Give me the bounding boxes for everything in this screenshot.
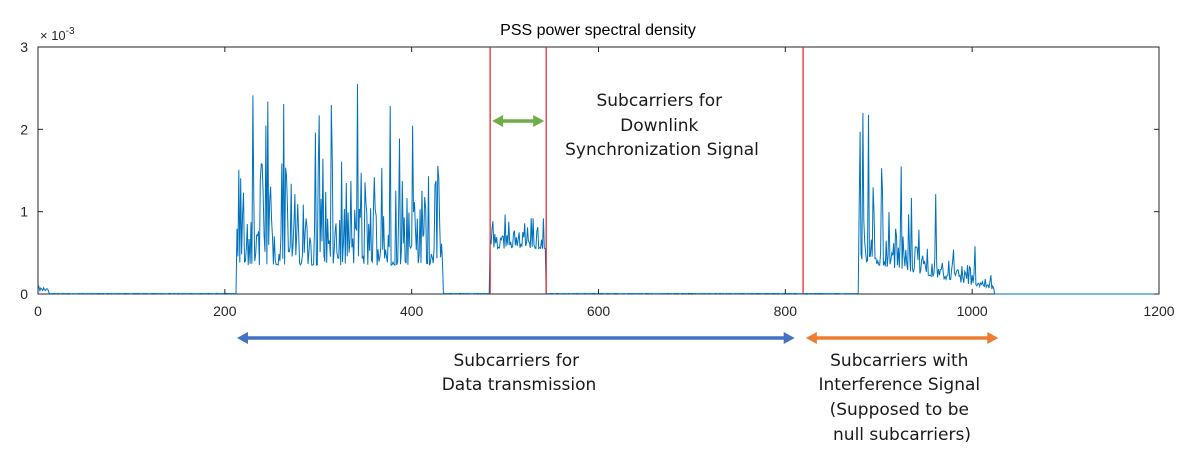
interference-label-line-3: (Supposed to be <box>830 400 969 420</box>
data-label: Subcarriers for Data transmission <box>442 351 597 395</box>
data-subcarrier-arrow <box>236 332 795 344</box>
interference-arrow-head-left <box>805 332 817 344</box>
interference-label-line-4: null subcarriers) <box>833 425 971 445</box>
y-tick-label: 3 <box>20 39 28 55</box>
x-tick-label: 800 <box>774 303 798 319</box>
sync-arrow-head-right <box>533 115 545 127</box>
interference-arrow-head-right <box>987 332 999 344</box>
y-tick-label: 0 <box>20 286 28 302</box>
plot-area <box>37 46 1160 295</box>
data-label-line-2: Data transmission <box>442 375 597 395</box>
y-tick-label: 2 <box>20 121 28 137</box>
x-tick-label: 1200 <box>1143 303 1174 319</box>
y-multiplier-base: × 10 <box>40 28 66 43</box>
data-label-line-1: Subcarriers for <box>453 351 579 371</box>
y-tick-label: 1 <box>20 204 28 220</box>
x-tick-label: 200 <box>213 303 237 319</box>
sync-label: Subcarriers for Downlink Synchronization… <box>565 91 759 160</box>
y-multiplier-exp: -3 <box>66 26 75 37</box>
x-tick-label: 1000 <box>957 303 988 319</box>
interference-subcarrier-arrow <box>805 332 999 344</box>
data-arrow-head-left <box>236 332 248 344</box>
interference-label: Subcarriers with Interference Signal (Su… <box>818 351 985 445</box>
sync-arrow-head-left <box>492 115 504 127</box>
sync-subcarrier-arrow <box>492 115 545 127</box>
x-tick-label: 600 <box>587 303 611 319</box>
tick-layer: 0 200 400 600 800 1000 1200 0 1 2 3 <box>20 39 1175 319</box>
interference-label-line-1: Subcarriers with <box>830 351 968 371</box>
sync-label-line-3: Synchronization Signal <box>565 140 759 160</box>
y-multiplier: × 10-3 <box>40 26 75 43</box>
sync-label-line-1: Subcarriers for <box>596 91 722 111</box>
sync-label-line-2: Downlink <box>620 116 698 136</box>
x-tick-label: 400 <box>400 303 424 319</box>
interference-label-line-2: Interference Signal <box>818 375 980 395</box>
x-tick-label: 0 <box>34 303 42 319</box>
data-arrow-head-right <box>783 332 795 344</box>
chart-title: PSS power spectral density <box>500 22 696 39</box>
vertical-lines <box>489 47 804 294</box>
